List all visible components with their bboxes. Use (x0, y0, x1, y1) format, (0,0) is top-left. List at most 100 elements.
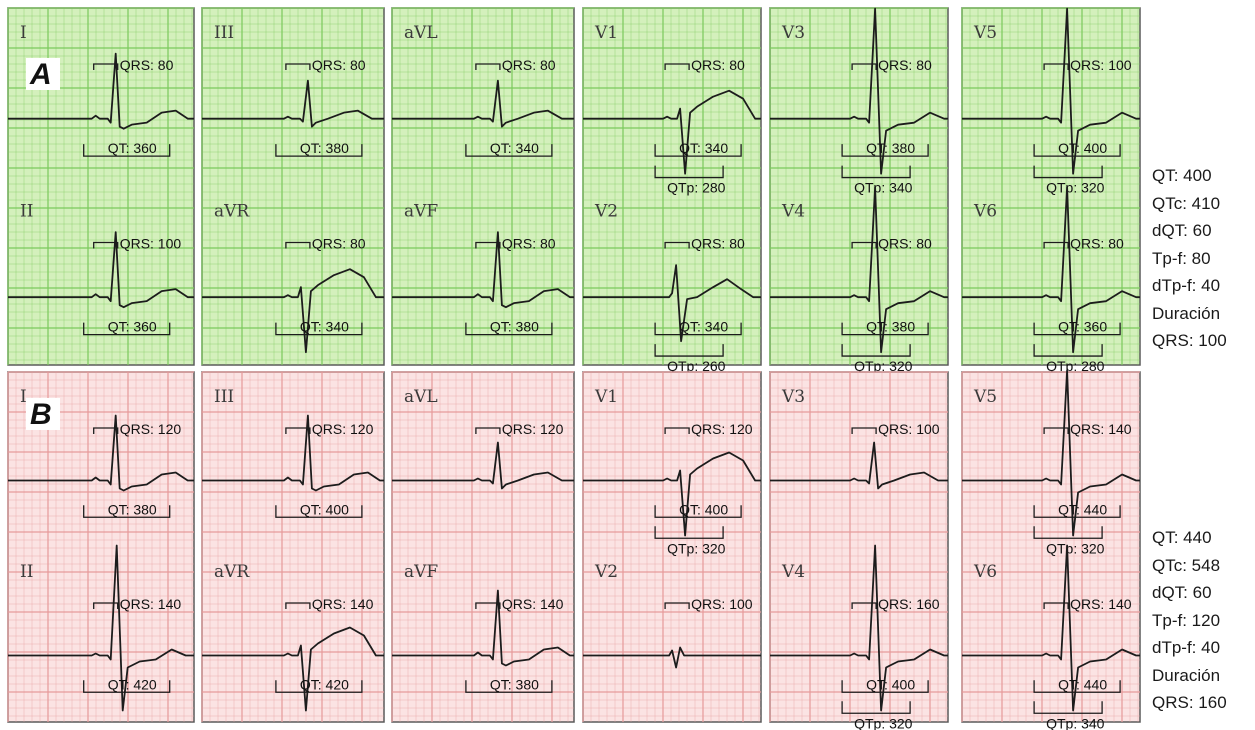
lead-v3: V3 QRS: 100 (769, 371, 949, 723)
qt-bracket (654, 322, 742, 336)
qtp-bracket (654, 165, 724, 179)
ecg-panel-b: I QRS: 120 QT: 380 III QRS: 120 QT: 400 aVL QRS… (7, 369, 1141, 730)
lead-strip-background (769, 371, 949, 723)
ecg-trace (202, 268, 384, 354)
qrs-bracket (93, 241, 119, 249)
panel-a-stat: Tp-f: 80 (1152, 248, 1211, 268)
lead-v5: V5 QRS: 100 QT: 400 QTp: 320 (961, 7, 1141, 366)
qtp-label: QTp: 320 (854, 715, 913, 730)
ecg-trace (583, 89, 761, 175)
qtp-label: QTp: 260 (667, 358, 726, 374)
lead-avr: aVR QRS: 140 QT: 420 (202, 562, 384, 712)
lead-label: V5 (973, 23, 997, 43)
lead-label: V4 (781, 562, 805, 582)
ecg-grid-major (391, 7, 574, 365)
ecg-grid-major (961, 371, 1140, 722)
ecg-trace (770, 544, 948, 712)
qrs-label: QRS: 80 (120, 57, 174, 73)
lead-label: V6 (973, 562, 997, 582)
lead-avf: aVF QRS: 80 QT: 380 (392, 202, 574, 336)
panel-a-summary: QT: 400 QTc: 410 dQT: 60 Tp-f: 80 dTp-f:… (1152, 162, 1227, 355)
lead-v1: V1 QRS: 120 QT: 400 QTp: 320 (582, 371, 762, 723)
qt-label: QT: 340 (679, 140, 728, 156)
qtp-bracket (841, 344, 911, 357)
qtp-label: QTp: 280 (667, 180, 726, 196)
qrs-label: QRS: 80 (502, 57, 556, 73)
qrs-bracket (285, 602, 311, 609)
qrs-label: QRS: 120 (691, 421, 753, 437)
ecg-grid-major (769, 371, 948, 722)
qrs-label: QRS: 80 (691, 57, 745, 73)
lead-label: aVF (404, 562, 438, 582)
qt-bracket (275, 322, 363, 336)
lead-label: aVL (404, 23, 438, 43)
qtp-label: QTp: 320 (1046, 540, 1105, 556)
qrs-bracket (475, 63, 501, 70)
qrs-bracket (93, 602, 119, 609)
lead-avf: aVF QRS: 140 QT: 380 (392, 562, 574, 693)
panel-b-summary: QT: 440 QTc: 548 dQT: 60 Tp-f: 120 dTp-f… (1152, 524, 1227, 717)
panel-a-stat: Duración (1152, 303, 1221, 323)
lead-label: aVF (404, 202, 438, 222)
lead-strip-background (961, 371, 1141, 723)
qrs-label: QRS: 100 (120, 236, 182, 252)
qt-bracket (83, 680, 171, 693)
qt-label: QT: 440 (1058, 501, 1107, 517)
panel-b-stat: dTp-f: 40 (1152, 638, 1221, 657)
qt-label: QT: 380 (108, 501, 157, 517)
ecg-trace (583, 451, 761, 537)
ecg-grid-major (769, 7, 948, 365)
qrs-bracket (93, 63, 119, 70)
qrs-label: QRS: 80 (878, 57, 932, 73)
qrs-label: QRS: 140 (120, 596, 182, 612)
ecg-trace (962, 7, 1140, 175)
panel-b-stat: QT: 440 (1152, 528, 1212, 547)
lead-avl: aVL QRS: 120 (391, 371, 575, 723)
ecg-panel-a: I QRS: 80 QT: 360 III QRS: 80 QT: 380 aVL QRS: … (7, 7, 1141, 374)
qrs-bracket (851, 241, 877, 249)
ecg-grid-major (391, 371, 574, 722)
lead-label: III (214, 387, 234, 407)
lead-iii: III QRS: 120 QT: 400 (201, 371, 385, 723)
qt-bracket (841, 144, 929, 157)
ecg-trace (8, 231, 194, 309)
lead-label: V2 (594, 562, 618, 582)
qt-bracket (1033, 680, 1121, 693)
qt-bracket (841, 322, 929, 336)
qrs-bracket (664, 63, 690, 70)
qt-bracket (465, 144, 553, 157)
ecg-trace (392, 441, 574, 490)
qt-label: QT: 360 (108, 319, 157, 335)
lead-v5: V5 QRS: 140 QT: 440 QTp: 320 (961, 369, 1141, 723)
ecg-trace (392, 231, 574, 309)
qt-label: QT: 380 (490, 676, 539, 692)
ecg-trace (202, 414, 384, 492)
lead-label: V3 (781, 387, 805, 407)
lead-v4: V4 QRS: 160 QT: 400 QTp: 320 (770, 544, 948, 730)
qt-label: QT: 400 (866, 676, 915, 692)
qt-bracket (275, 505, 363, 518)
qrs-label: QRS: 80 (312, 57, 366, 73)
ecg-trace (8, 414, 194, 492)
panel-b-stat: dQT: 60 (1152, 583, 1212, 602)
qt-label: QT: 420 (108, 676, 157, 692)
panel-a-stat: QT: 400 (1152, 166, 1212, 185)
qrs-bracket (475, 602, 501, 609)
panel-letter-background (26, 58, 60, 90)
ecg-trace (8, 52, 194, 130)
qtp-label: QTp: 320 (854, 358, 913, 374)
qt-bracket (83, 144, 171, 157)
lead-label: aVL (404, 387, 438, 407)
qt-bracket (275, 680, 363, 693)
lead-label: V1 (594, 387, 618, 407)
lead-strip-background (391, 371, 575, 723)
lead-strip-background (582, 371, 762, 723)
panel-b-stat: Duración (1152, 665, 1221, 685)
qrs-label: QRS: 80 (312, 236, 366, 252)
lead-label: aVR (214, 202, 250, 222)
qrs-label: QRS: 120 (120, 421, 182, 437)
qrs-label: QRS: 80 (878, 236, 932, 252)
qt-bracket (1033, 144, 1121, 157)
qt-bracket (1033, 322, 1121, 336)
